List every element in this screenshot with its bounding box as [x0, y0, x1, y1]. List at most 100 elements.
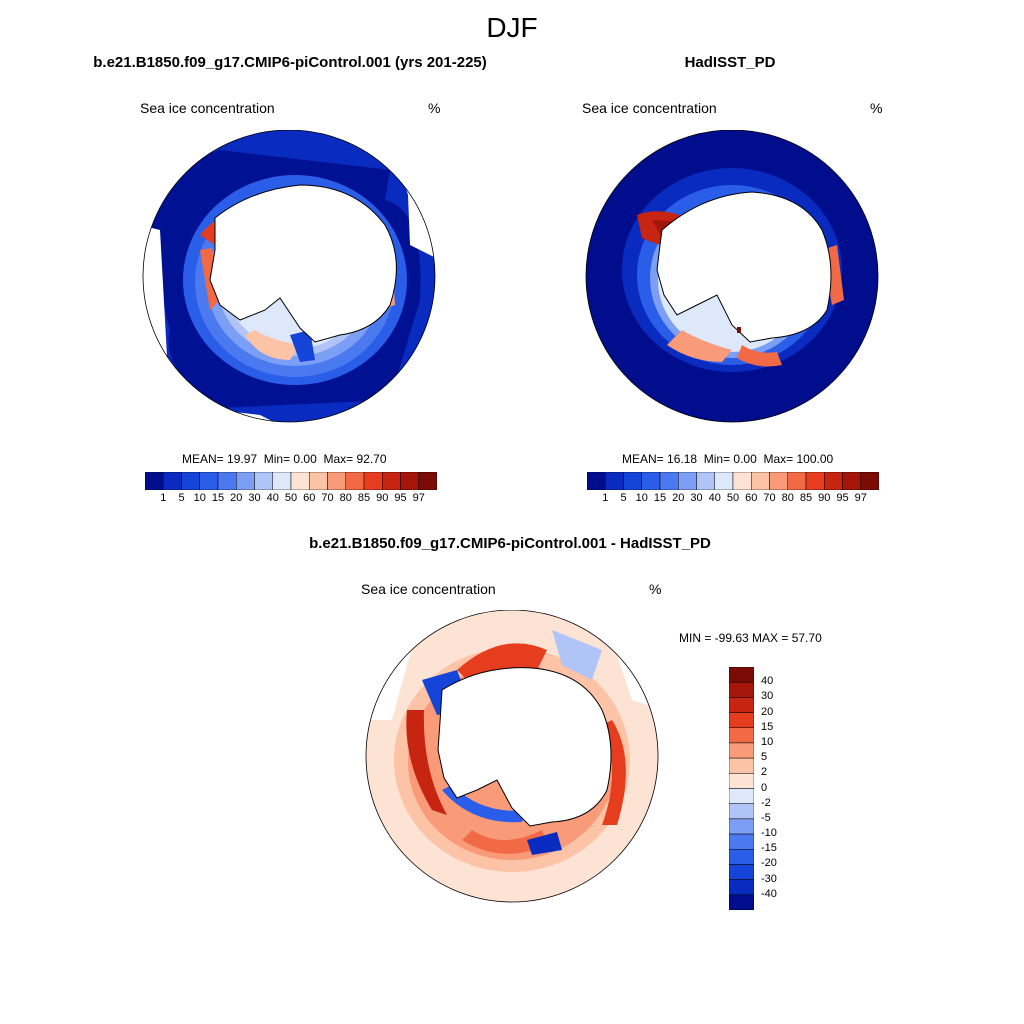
panel-1-max-label: Max= [323, 452, 354, 466]
panel-1-max-value: 92.70 [356, 452, 387, 466]
panel-2-colorbar-tick-label: 95 [836, 492, 849, 504]
panel-2-colorbar-tick-label: 20 [672, 492, 685, 504]
panel-2-colorbar-swatch [732, 472, 752, 490]
panel-3-colorbar-tick-label: -10 [761, 827, 777, 840]
panel-1-colorbar-tick-label: 1 [160, 492, 167, 504]
panel-1-colorbar-swatch [327, 472, 346, 490]
panel-3-variable: Sea ice concentration [361, 581, 496, 597]
panel-3-colorbar-tick-label: 30 [761, 690, 774, 703]
panel-3-colorbar-tick-label: -15 [761, 842, 777, 855]
panel-2-colorbar-swatch [787, 472, 807, 490]
panel-3-colorbar-tick-label: 2 [761, 766, 768, 779]
panel-2-mean-value: 16.18 [667, 452, 698, 466]
panel-2-colorbar-swatch [696, 472, 715, 490]
panel-2-colorbar-tick-label: 80 [781, 492, 794, 504]
panel-1-colorbar-swatch [345, 472, 365, 490]
panel-3-colorbar-tick-label: 5 [761, 751, 768, 764]
panel-2-colorbar-tick-label: 40 [708, 492, 721, 504]
panel-2-colorbar-swatch [751, 472, 770, 490]
panel-3-colorbar-tick-label: -20 [761, 857, 777, 870]
panel-2-colorbar-swatch [714, 472, 734, 490]
panel-1-colorbar-tick-label: 95 [394, 492, 407, 504]
panel-1-colorbar-swatch [181, 472, 200, 490]
panel-2-units: % [870, 100, 883, 116]
panel-1-colorbar-tick-label: 85 [357, 492, 371, 504]
panel-2-colorbar-tick-label: 30 [690, 492, 703, 504]
panel-2-colorbar-tick-label: 15 [653, 492, 667, 504]
panel-1-colorbar-tick-label: 10 [193, 492, 206, 504]
panel-2-title: HadISST_PD [684, 54, 776, 71]
panel-2-colorbar-tick-label: 1 [602, 492, 609, 504]
panel-2-max-label: Max= [763, 452, 794, 466]
panel-3-colorbar-tick-label: -40 [761, 887, 777, 900]
figure-title: DJF [486, 12, 538, 43]
panel-3-minmax: MIN = -99.63 MAX = 57.70 [679, 631, 822, 645]
panel-1-colorbar-tick-label: 5 [178, 492, 185, 504]
panel-2-colorbar-swatch [769, 472, 788, 490]
panel-1-mean-label: MEAN= [182, 452, 224, 466]
panel-2-colorbar-swatch [623, 472, 642, 490]
panel-3-title: b.e21.B1850.f09_g17.CMIP6-piControl.001 … [309, 535, 711, 552]
panel-3-colorbar-tick-label: -30 [761, 872, 777, 885]
panel-3-map [365, 610, 659, 903]
panel-2-colorbar-tick-label: 97 [854, 492, 867, 504]
panel-2-colorbar-tick-label: 70 [763, 492, 776, 504]
panel-1-colorbar-tick-label: 20 [230, 492, 243, 504]
panel-1-colorbar-tick-label: 30 [248, 492, 261, 504]
panel-1-colorbar-swatch [418, 472, 437, 490]
panel-1-min-label: Min= [263, 452, 291, 466]
panel-1-colorbar-swatch [254, 472, 273, 490]
panel-1-colorbar-tick-label: 60 [303, 492, 316, 504]
panel-1-map [142, 130, 436, 423]
panel-2-colorbar-tick-label: 85 [799, 492, 813, 504]
panel-1-colorbar-tick-label: 90 [376, 492, 389, 504]
panel-2-colorbar-swatch [641, 472, 661, 490]
panel-3-colorbar-tick-label: -5 [761, 811, 771, 824]
panel-1-colorbar-swatch [199, 472, 219, 490]
panel-1-colorbar-swatch [290, 472, 310, 490]
panel-3-colorbar-tick-label: -2 [761, 796, 771, 809]
panel-2-min-label: Min= [703, 452, 731, 466]
panel-1-units: % [428, 100, 441, 116]
panel-1-colorbar-swatch [309, 472, 328, 490]
panel-1-colorbar-tick-label: 50 [284, 492, 298, 504]
panel-2-map [585, 130, 879, 423]
panel-2-colorbar-swatch [605, 472, 624, 490]
panel-2-colorbar-tick-label: 10 [635, 492, 648, 504]
panel-3-colorbar-tick-label: 10 [761, 735, 774, 748]
panel-2-colorbar-swatch [805, 472, 825, 490]
panel-1-colorbar-swatch [145, 472, 164, 490]
panel-1-mean-value: 19.97 [227, 452, 258, 466]
panel-1-colorbar-tick-label: 70 [321, 492, 334, 504]
panel-3-colorbar-tick-label: 0 [761, 781, 768, 794]
panel-1-colorbar-tick-label: 15 [211, 492, 225, 504]
panel-1-colorbar: 1 5 10 15 20 30 40 50 60 70 80 85 90 95 97 [145, 472, 437, 504]
panel-3-colorbar-tick-label: 20 [761, 705, 774, 718]
panel-2-variable: Sea ice concentration [582, 100, 717, 116]
panel-1-colorbar-swatch [236, 472, 255, 490]
panel-2-colorbar-swatch [587, 472, 606, 490]
panel-1-title: b.e21.B1850.f09_g17.CMIP6-piControl.001 … [93, 54, 487, 71]
panel-2-colorbar-swatch [842, 472, 861, 490]
panel-1-variable: Sea ice concentration [140, 100, 275, 116]
panel-2-mean-label: MEAN= [622, 452, 664, 466]
panel-1-colorbar-swatch [163, 472, 182, 490]
panel-3-colorbar-tick-label: 15 [761, 720, 774, 733]
panel-1-colorbar-tick-label: 80 [339, 492, 352, 504]
panel-3-colorbar-swatch [729, 894, 754, 910]
panel-1-colorbar-tick-label: 40 [266, 492, 279, 504]
panel-2-min-value: 0.00 [733, 452, 757, 466]
panel-2-colorbar-swatch [860, 472, 879, 490]
panel-2-colorbar: 1 5 10 15 20 30 40 50 60 70 80 85 90 95 97 [587, 472, 879, 504]
panel-2-max-value: 100.00 [796, 452, 834, 466]
panel-1-colorbar-swatch [363, 472, 383, 490]
panel-3-colorbar-tick-label: 40 [761, 675, 774, 688]
panel-2-colorbar-tick-label: 60 [745, 492, 758, 504]
panel-1-colorbar-swatch [217, 472, 237, 490]
panel-1-min-value: 0.00 [293, 452, 317, 466]
panel-1-colorbar-swatch [400, 472, 419, 490]
panel-1-colorbar-tick-label: 97 [412, 492, 425, 504]
panel-2-colorbar-tick-label: 50 [726, 492, 740, 504]
panel-3-colorbar: 40 30 20 15 10 5 2 0 -2 -5 -10 -15 -20 -30 -40 [729, 667, 809, 910]
panel-2-colorbar-tick-label: 5 [620, 492, 627, 504]
